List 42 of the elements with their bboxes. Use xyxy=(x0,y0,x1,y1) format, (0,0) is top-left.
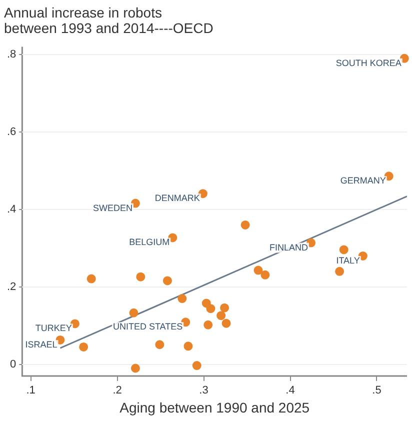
annotation: DENMARK xyxy=(154,193,200,204)
x-tick-label: .5 xyxy=(372,384,382,397)
annotation: UNITED STATES xyxy=(112,322,183,332)
x-axis-title: Aging between 1990 and 2025 xyxy=(120,399,310,416)
point xyxy=(260,270,270,280)
point xyxy=(178,294,187,304)
point xyxy=(155,340,164,350)
x-tick-label: .2 xyxy=(112,384,122,397)
point xyxy=(79,342,88,352)
x-tick-label: .3 xyxy=(199,384,208,397)
point xyxy=(222,318,231,328)
annotation: SOUTH KOREA xyxy=(336,58,402,68)
point xyxy=(184,342,193,351)
chart-title: Annual increase in robots between 1993 and 2014----OECD xyxy=(4,4,214,36)
annotation: FINLAND xyxy=(269,242,308,252)
annotation: SWEDEN xyxy=(92,202,132,213)
y-tick-label: .6 xyxy=(6,126,16,138)
annotation: ITALY xyxy=(336,255,360,266)
point xyxy=(130,364,140,373)
annotation: ISRAEL xyxy=(25,339,58,350)
y-tick-label: .2 xyxy=(6,280,16,293)
point xyxy=(339,245,348,254)
x-tick-label: .4 xyxy=(286,384,295,397)
point xyxy=(254,266,263,275)
y-tick-label: 0 xyxy=(10,358,16,370)
point xyxy=(220,303,230,312)
annotation: TURKEY xyxy=(35,323,72,334)
point xyxy=(240,220,250,230)
point xyxy=(192,361,202,370)
point xyxy=(129,308,138,318)
x-tick-label: .1 xyxy=(26,384,36,397)
point xyxy=(136,272,146,282)
point xyxy=(162,276,172,286)
point xyxy=(206,304,216,314)
point xyxy=(86,274,96,284)
point xyxy=(335,266,344,276)
y-tick-label: .8 xyxy=(6,48,16,61)
annotation: BELGIUM xyxy=(129,237,170,248)
annotation: GERMANY xyxy=(340,176,386,186)
y-tick-label: .4 xyxy=(6,203,16,216)
point xyxy=(216,311,226,320)
point xyxy=(204,320,213,330)
